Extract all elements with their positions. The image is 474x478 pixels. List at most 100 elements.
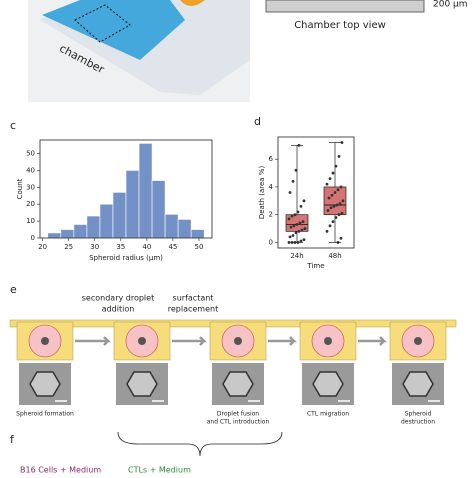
arrow	[75, 336, 112, 346]
top-view-image	[265, 0, 425, 13]
data-point	[332, 204, 336, 208]
data-point	[300, 228, 304, 232]
scale-bar-label: 200 μm	[433, 0, 468, 10]
bar	[73, 224, 88, 239]
x-tick-label: 30	[90, 243, 99, 251]
arrow-note: addition	[102, 305, 135, 314]
data-point	[290, 214, 294, 218]
y-tick-label: 6	[269, 155, 274, 163]
data-point	[294, 231, 298, 235]
micrograph-chamber	[312, 371, 344, 397]
step-caption: Spheroid formation	[16, 411, 74, 418]
data-point	[302, 199, 306, 203]
spheroid	[324, 337, 332, 345]
data-point	[293, 213, 297, 217]
arrow	[358, 336, 388, 346]
x-axis-label: Spheroid radius (μm)	[89, 254, 163, 262]
micrograph-chamber	[222, 371, 254, 397]
bar	[151, 180, 166, 239]
y-tick-label: 50	[26, 150, 35, 158]
data-point	[341, 199, 345, 203]
data-point	[287, 217, 291, 221]
panel-label: e	[10, 283, 17, 296]
bar	[86, 215, 101, 239]
data-point	[298, 221, 302, 225]
data-point	[329, 206, 333, 210]
step-caption: destruction	[401, 419, 435, 426]
arrow	[268, 336, 298, 346]
micrograph-chamber	[402, 371, 434, 397]
data-point	[302, 238, 306, 242]
y-tick-label: 0	[269, 238, 273, 246]
x-tick-label: 50	[195, 243, 204, 251]
data-point	[297, 143, 301, 147]
data-point	[291, 180, 295, 183]
data-point	[339, 185, 343, 189]
legend-ctls: CTLs + Medium	[128, 466, 191, 475]
arrow-note: replacement	[168, 305, 218, 314]
data-point	[337, 155, 341, 158]
bar	[125, 170, 140, 239]
spheroid	[234, 337, 242, 345]
data-point	[328, 224, 332, 228]
bar	[112, 192, 127, 239]
x-tick-label: 35	[116, 243, 125, 251]
y-axis-label: Death (area %)	[258, 166, 266, 220]
bar	[60, 229, 75, 239]
data-point	[288, 235, 292, 239]
data-point	[335, 203, 339, 207]
data-point	[333, 191, 337, 194]
plot-frame	[277, 136, 355, 249]
data-point	[330, 193, 334, 197]
data-point	[301, 220, 305, 224]
micrograph-chamber	[126, 371, 158, 397]
data-point	[297, 229, 301, 233]
data-point	[340, 141, 344, 144]
step-caption: and CTL introduction	[207, 419, 270, 426]
blue-chamber	[42, 0, 185, 60]
panel-label: f	[10, 433, 15, 446]
y-tick-label: 30	[26, 183, 35, 191]
y-tick-label: 40	[26, 166, 35, 174]
x-tick-label: 25	[64, 243, 73, 251]
step-caption: Droplet fusion	[217, 411, 259, 418]
x-tick-label: 20	[38, 243, 47, 251]
step-caption: Spheroid	[405, 411, 432, 418]
chamber-outline	[74, 4, 131, 43]
x-tick-label: 48h	[328, 252, 341, 260]
data-point	[287, 241, 291, 244]
data-point	[299, 239, 303, 243]
y-tick-label: 0	[31, 234, 35, 242]
data-point	[326, 209, 330, 212]
micrograph-chamber	[29, 371, 61, 397]
data-point	[294, 168, 298, 172]
data-point	[334, 164, 338, 168]
data-point	[296, 241, 300, 244]
spheroid	[138, 337, 146, 345]
y-tick-label: 10	[26, 217, 35, 225]
legend-cells: B16 Cells + Medium	[20, 466, 101, 475]
data-point	[289, 225, 293, 229]
data-point	[290, 241, 294, 244]
y-tick-label: 20	[26, 200, 35, 208]
arrow-note: secondary droplet	[82, 294, 154, 303]
bar	[47, 232, 62, 239]
data-point	[339, 236, 343, 240]
data-point	[291, 234, 295, 237]
x-tick-label: 40	[142, 243, 151, 251]
x-axis-label: Time	[306, 262, 324, 270]
data-point	[328, 177, 332, 181]
y-tick-label: 2	[269, 211, 273, 219]
data-point	[299, 204, 303, 208]
y-tick-label: 4	[269, 183, 274, 191]
box	[323, 186, 347, 216]
data-point	[338, 202, 342, 206]
arrow	[172, 336, 208, 346]
bar	[164, 214, 179, 239]
panel-label: c	[10, 119, 16, 132]
bar	[138, 143, 153, 239]
data-point	[288, 191, 292, 194]
data-point	[337, 213, 341, 217]
brace	[117, 431, 283, 457]
